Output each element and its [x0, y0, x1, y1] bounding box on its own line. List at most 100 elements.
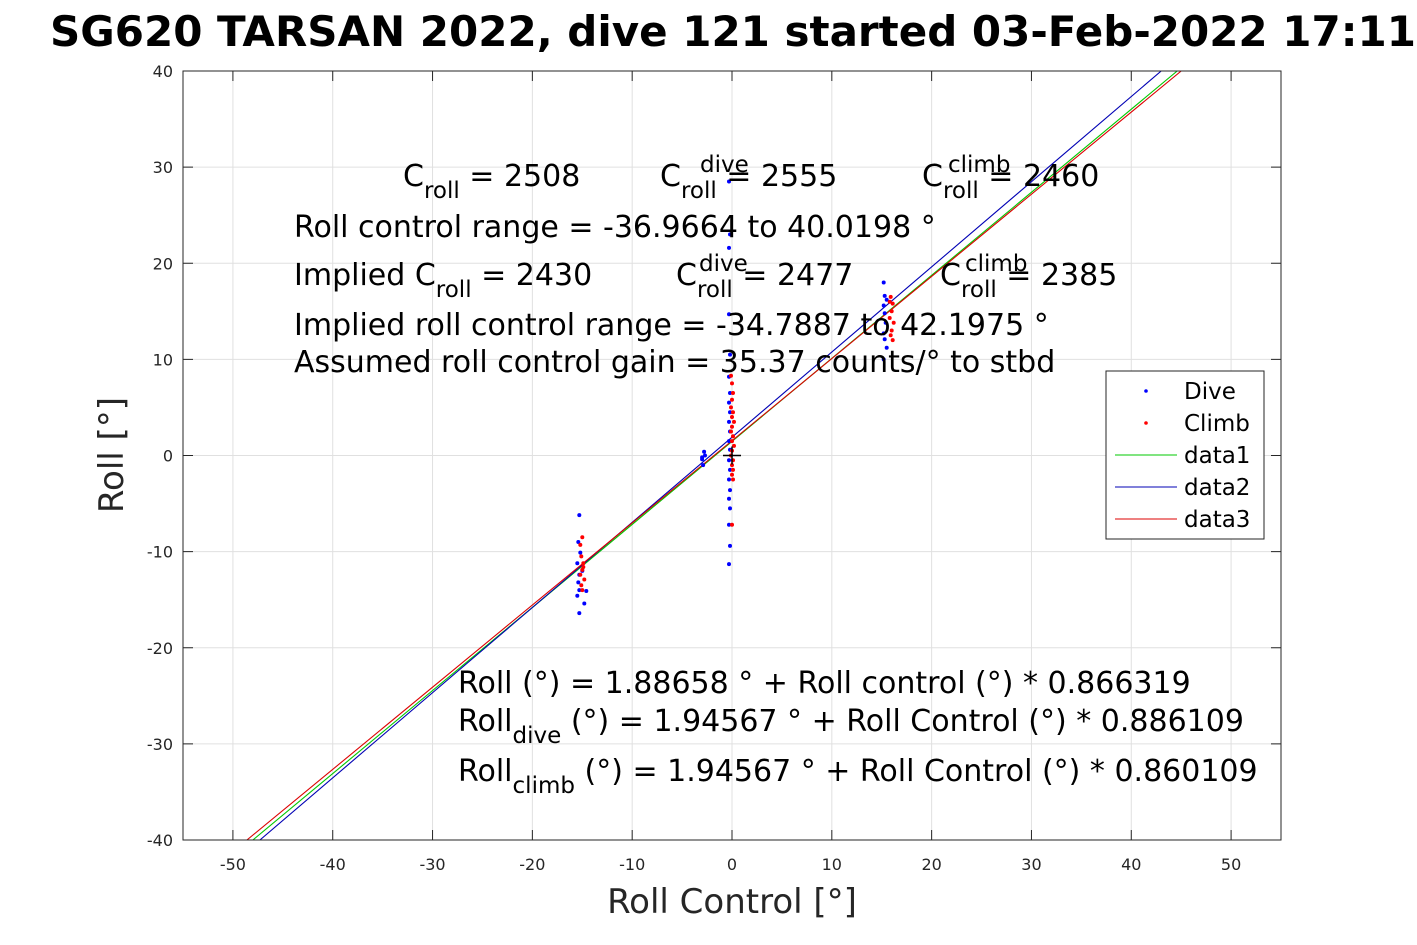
- point-climb: [731, 434, 735, 439]
- y-tick-label: 20: [153, 254, 173, 273]
- x-tick-label: -30: [419, 855, 445, 874]
- x-tick-label: 30: [1021, 855, 1041, 874]
- point-climb: [730, 463, 734, 468]
- legend-data1-label: data1: [1184, 443, 1250, 469]
- point-climb: [582, 577, 587, 582]
- point-dive: [577, 513, 582, 518]
- point-climb: [729, 429, 733, 434]
- point-dive: [728, 543, 732, 548]
- point-dive: [727, 400, 731, 405]
- legend-dive-marker: [1144, 389, 1148, 393]
- point-climb: [730, 415, 734, 419]
- point-dive: [727, 562, 731, 567]
- point-climb: [579, 583, 584, 588]
- point-climb: [581, 565, 586, 569]
- point-climb: [731, 410, 735, 415]
- point-climb: [889, 328, 894, 333]
- point-dive: [578, 550, 583, 555]
- x-tick-label: -10: [619, 855, 645, 874]
- implied-coeff-roll-climb: Croll = 2385: [940, 258, 1117, 303]
- point-climb: [888, 294, 893, 299]
- point-dive: [884, 297, 889, 302]
- point-climb: [578, 572, 583, 577]
- implied-coeff-roll: Implied Croll = 2430: [294, 258, 592, 303]
- point-dive: [575, 561, 580, 566]
- point-dive: [883, 320, 888, 325]
- point-dive: [727, 439, 731, 444]
- point-climb: [731, 477, 735, 482]
- point-climb: [730, 424, 734, 429]
- series-line-data3: [246, 71, 1182, 840]
- legend-dive-label: Dive: [1184, 379, 1236, 405]
- coeff-roll-dive: Croll = 2555: [660, 159, 837, 204]
- x-tick-label: -50: [220, 855, 246, 874]
- legend: Dive Climb data1 data2 data3: [1105, 370, 1265, 540]
- point-dive: [882, 337, 887, 342]
- point-dive: [727, 522, 731, 527]
- point-dive: [576, 540, 581, 544]
- point-dive: [727, 419, 731, 424]
- coeff-roll: Croll = 2508: [403, 159, 580, 204]
- point-dive: [884, 345, 889, 350]
- assumed-roll-control-gain: Assumed roll control gain = 35.37 counts…: [294, 345, 1055, 380]
- point-dive: [882, 311, 887, 316]
- point-dive: [700, 455, 705, 460]
- y-tick-label: -30: [147, 735, 173, 754]
- y-tick-label: 40: [153, 62, 173, 81]
- x-tick-label: 50: [1221, 855, 1241, 874]
- point-dive: [576, 580, 581, 585]
- fit-equation-climb: Rollclimb (°) = 1.94567 ° + Roll Control…: [458, 754, 1258, 799]
- point-dive: [727, 245, 731, 250]
- point-dive: [577, 588, 582, 593]
- point-dive: [728, 352, 732, 357]
- point-dive: [727, 458, 731, 463]
- point-dive: [703, 453, 707, 458]
- series-line-data1: [252, 71, 1178, 840]
- point-dive: [727, 312, 731, 317]
- point-dive: [881, 357, 886, 362]
- fit-equation-dive: Rolldive (°) = 1.94567 ° + Roll Control …: [458, 704, 1244, 749]
- implied-coeff-roll-climb-sup: climb: [965, 251, 1027, 277]
- fit-lines: [246, 71, 1182, 840]
- point-dive: [727, 496, 731, 501]
- legend-data2-label: data2: [1184, 475, 1250, 501]
- legend-data3-label: data3: [1184, 507, 1250, 533]
- chart-title: SG620 TARSAN 2022, dive 121 started 03-F…: [50, 7, 1416, 56]
- point-dive: [728, 232, 732, 237]
- x-tick-label: 40: [1121, 855, 1141, 874]
- coeff-roll-dive-sup: dive: [700, 152, 749, 178]
- point-dive: [727, 477, 731, 482]
- implied-roll-control-range: Implied roll control range = -34.7887 to…: [294, 308, 1049, 343]
- point-dive: [701, 463, 706, 468]
- point-climb: [579, 554, 584, 559]
- fit-equation: Roll (°) = 1.88658 ° + Roll control (°) …: [458, 666, 1191, 701]
- point-dive: [727, 179, 731, 184]
- point-dive: [881, 331, 886, 336]
- point-climb: [888, 333, 893, 338]
- y-tick-label: 10: [153, 350, 173, 369]
- point-climb: [730, 397, 734, 402]
- x-tick-label: -20: [519, 855, 545, 874]
- point-climb: [730, 522, 734, 527]
- point-climb: [889, 309, 894, 314]
- point-dive: [728, 391, 732, 395]
- legend-climb-label: Climb: [1184, 411, 1250, 437]
- roll-control-range: Roll control range = -36.9664 to 40.0198…: [294, 210, 936, 245]
- point-climb: [890, 338, 895, 343]
- point-climb: [578, 542, 583, 547]
- point-climb: [890, 301, 895, 306]
- point-climb: [887, 299, 892, 304]
- x-axis-label: Roll Control [°]: [607, 882, 857, 922]
- point-dive: [881, 280, 886, 285]
- point-climb: [732, 419, 736, 424]
- point-dive: [584, 589, 589, 593]
- point-climb: [730, 472, 734, 477]
- y-tick-label: -40: [147, 831, 173, 850]
- point-dive: [728, 410, 732, 415]
- point-dive: [882, 293, 887, 298]
- coeff-roll-climb: Croll = 2460: [922, 159, 1099, 204]
- point-climb: [732, 443, 736, 448]
- point-dive: [582, 601, 587, 606]
- point-climb: [891, 320, 896, 325]
